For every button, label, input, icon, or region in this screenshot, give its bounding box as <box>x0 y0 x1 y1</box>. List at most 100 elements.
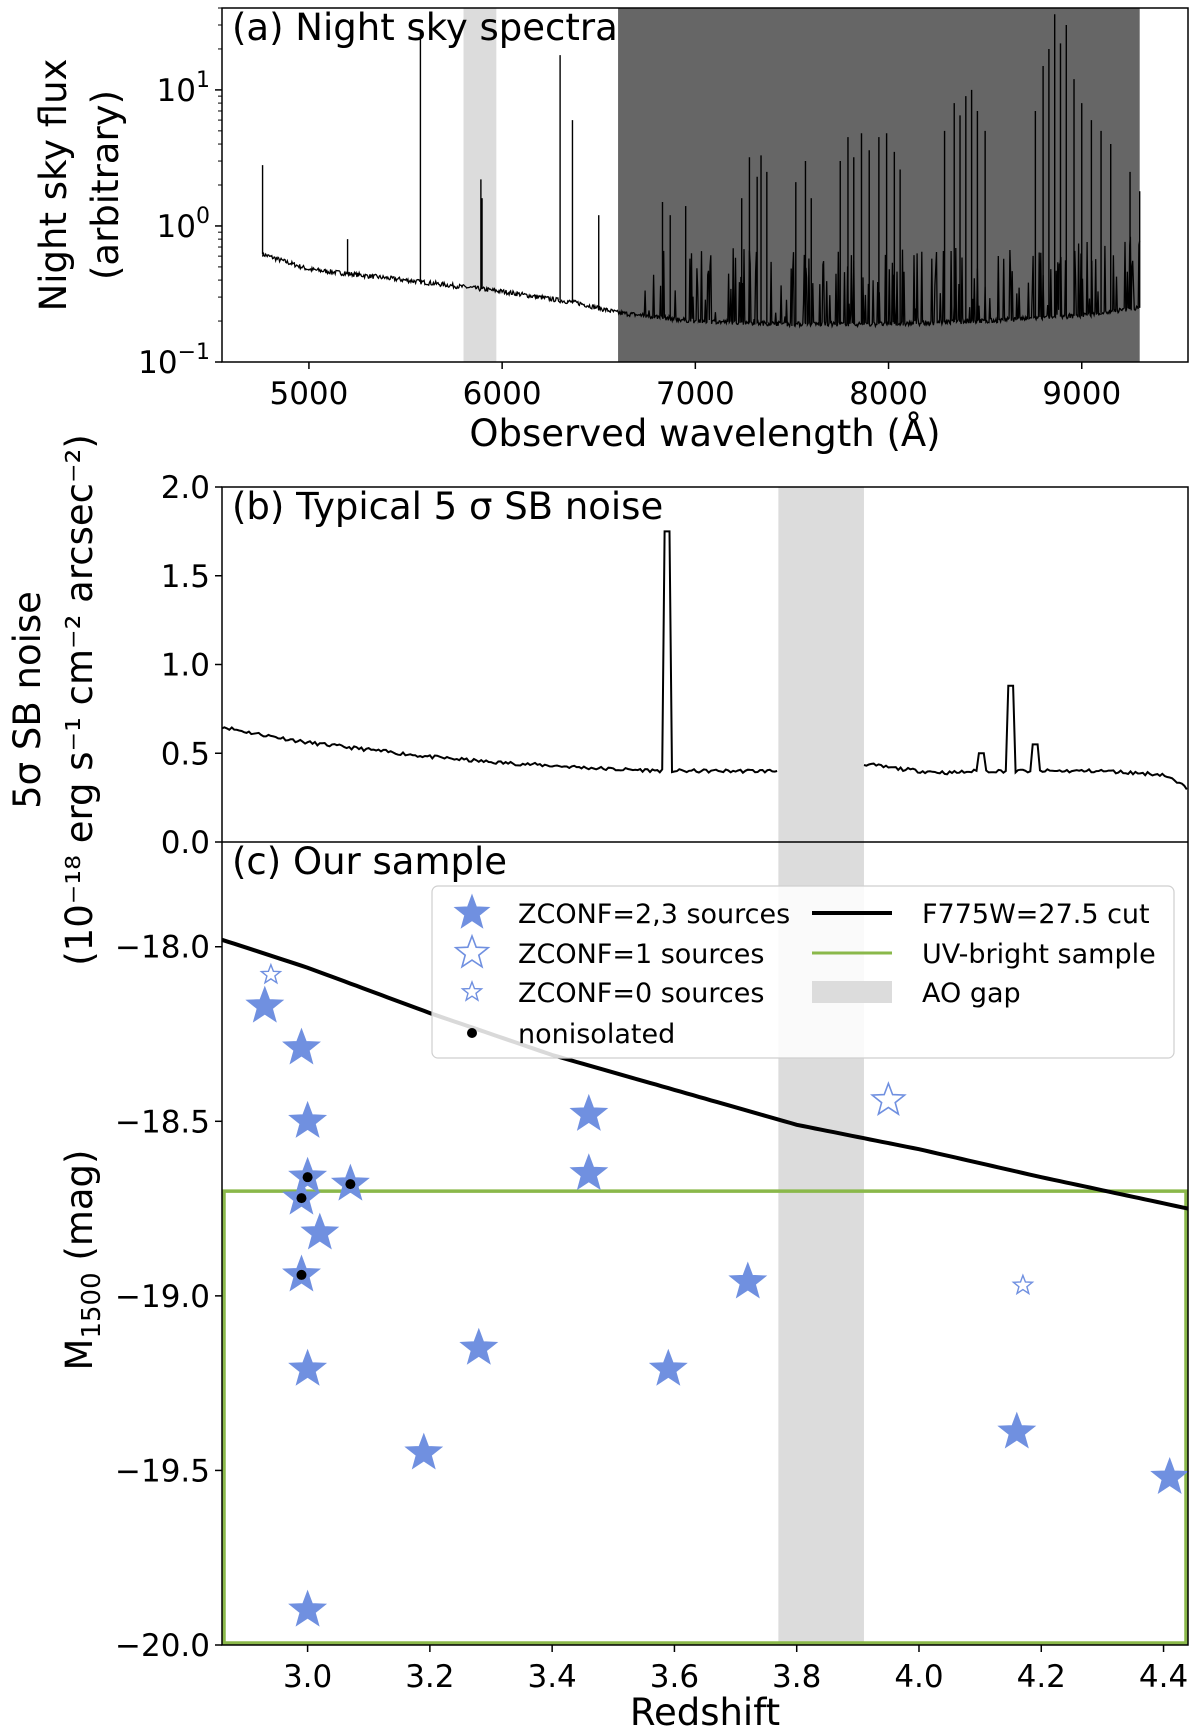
panel-c-x-axis-label: Redshift <box>630 1691 780 1733</box>
panel-a-ytick-label-0: 10−1 <box>138 340 210 381</box>
zconf23-star-12 <box>569 1093 609 1131</box>
zconf23-star-13 <box>569 1153 609 1191</box>
panel-c-xtick-label-6: 4.2 <box>1017 1659 1066 1695</box>
panel-b-ytick-label-4: 2.0 <box>161 470 210 506</box>
zconf23-star-10 <box>404 1432 444 1470</box>
panel-a-ytick-base-1: 10 <box>157 209 196 245</box>
panel-c-y-ticks: −18.0 −18.5 −19.0 −19.5 −20.0 <box>115 930 222 1664</box>
panel-a-x-ticks: 5000 6000 7000 8000 9000 <box>269 362 1121 412</box>
panel-b-y-ticks: 0.0 0.5 1.0 1.5 2.0 <box>161 470 222 861</box>
nonisolated-dot-2 <box>345 1179 356 1190</box>
legend-uv-label: UV-bright sample <box>922 939 1156 970</box>
panel-a-ytick-label-2: 101 <box>157 68 210 109</box>
zconf1-star-0 <box>870 1081 907 1116</box>
panel-a-continuum <box>261 236 1141 329</box>
panel-c-ytick-label-2: −19.0 <box>115 1279 210 1315</box>
panel-a-band-0 <box>463 8 497 362</box>
panel-a-x-axis-label: Observed wavelength (Å) <box>469 411 940 455</box>
panel-c-x-ticks: 3.0 3.2 3.4 3.6 3.8 4.0 4.2 4.4 <box>283 1645 1188 1695</box>
panel-b-ytick-label-2: 1.0 <box>161 648 210 684</box>
panel-b-noise-curve-1 <box>863 684 1188 790</box>
panel-b-ytick-label-1: 0.5 <box>161 736 210 772</box>
panel-a-xtick-label-3: 8000 <box>849 376 928 412</box>
panel-c-xtick-label-7: 4.4 <box>1139 1659 1188 1695</box>
panel-c-y-label-unit: (mag) <box>58 1150 101 1273</box>
nonisolated-dot-0 <box>302 1172 313 1183</box>
nonisolated-dot-3 <box>296 1269 307 1280</box>
panel-c-ytick-label-3: −19.5 <box>115 1453 210 1489</box>
panel-a-ytick-exp-2: 1 <box>196 68 210 93</box>
panel-a-ytick-exp-0: −1 <box>178 340 210 365</box>
zconf23-star-0 <box>245 985 285 1023</box>
panel-a-ytick-base-0: 10 <box>138 345 177 381</box>
legend-zconf23-label: ZCONF=2,3 sources <box>518 899 790 930</box>
panel-bc-frame <box>221 486 1189 1646</box>
panel-c-ytick-label-1: −18.5 <box>115 1104 210 1140</box>
panel-b-noise-curves <box>221 530 1188 790</box>
zconf23-star-17 <box>1150 1456 1190 1494</box>
panel-b-ytick-label-3: 1.5 <box>161 559 210 595</box>
legend-ao-label: AO gap <box>922 978 1021 1009</box>
legend-zconf1-marker <box>453 933 491 969</box>
panel-c-xtick-label-0: 3.0 <box>283 1659 332 1695</box>
legend-nonisolated-label: nonisolated <box>518 1019 675 1050</box>
panel-c-ytick-label-0: −18.0 <box>115 930 210 966</box>
zconf23-star-16 <box>997 1411 1037 1449</box>
panel-a-ytick-exp-1: 0 <box>196 204 210 229</box>
panel-c-y-axis-label: M1500 (mag) <box>58 1150 107 1371</box>
panel-c-xtick-label-5: 4.0 <box>894 1659 943 1695</box>
legend-zconf0-marker <box>460 980 484 1002</box>
panel-c-title: (c) Our sample <box>232 840 507 883</box>
panel-b-noise-curve-0 <box>221 530 778 775</box>
panel-c-xtick-label-3: 3.6 <box>650 1659 699 1695</box>
uv-bright-box <box>222 1189 1188 1645</box>
legend-box <box>431 885 1175 1059</box>
zconf23-star-14 <box>648 1348 688 1386</box>
panel-a-y-axis-label-line2: (arbitrary) <box>84 90 127 280</box>
legend-nonisolated-marker <box>467 1028 477 1038</box>
zconf23-star-2 <box>288 1100 328 1138</box>
zconf0-star-1 <box>1011 1273 1035 1296</box>
panel-c-xtick-label-2: 3.4 <box>527 1659 576 1695</box>
panel-c-xtick-label-1: 3.2 <box>405 1659 454 1695</box>
panel-bc-outline <box>221 486 1189 1646</box>
panel-a-xtick-label-4: 9000 <box>1042 376 1121 412</box>
panel-a-xtick-label-0: 5000 <box>269 376 348 412</box>
zconf23-star-6 <box>300 1212 340 1250</box>
nonisolated-dot-1 <box>296 1193 307 1204</box>
panel-c-sample: 3.0 3.2 3.4 3.6 3.8 4.0 4.2 4.4 −18.0 −18.5 −19.0… <box>58 486 1190 1733</box>
panel-b-ytick-label-0: 0.0 <box>161 825 210 861</box>
panel-a-spectrum <box>261 14 1141 329</box>
panel-a-xtick-label-1: 6000 <box>463 376 542 412</box>
panel-b-title: (b) Typical 5 σ SB noise <box>232 485 663 528</box>
panel-c-uv-bright-box <box>222 1189 1188 1645</box>
panel-a-ytick-label-1: 100 <box>157 204 210 245</box>
zconf23-star-15 <box>728 1261 768 1299</box>
panel-c-ytick-label-4: −20.0 <box>115 1628 210 1664</box>
panel-b-y-axis-label-line2: (10⁻¹⁸ erg s⁻¹ cm⁻² arcsec⁻²) <box>58 434 101 966</box>
panel-c-data-points <box>245 962 1190 1627</box>
legend-zconf23-marker <box>453 893 491 929</box>
panel-a-y-axis-label-line1: Night sky flux <box>32 59 75 312</box>
panel-b-band-0 <box>778 487 864 842</box>
legend-zconf1-label: ZCONF=1 sources <box>518 939 764 970</box>
panel-c-y-label-sub: 1500 <box>77 1272 107 1338</box>
panel-a-xtick-label-2: 7000 <box>656 376 735 412</box>
f775w-cut-curve <box>221 937 1189 1211</box>
panel-a-title: (a) Night sky spectra <box>232 6 618 49</box>
panel-b-shaded-region <box>778 487 864 842</box>
panel-b-sb-noise: 0.0 0.5 1.0 1.5 2.0 (b) Typical 5 σ SB noise… <box>6 434 1188 966</box>
panel-b-y-axis-label-line1: 5σ SB noise <box>6 591 49 809</box>
legend-ao-marker <box>812 981 892 1003</box>
panel-c-xtick-label-4: 3.8 <box>772 1659 821 1695</box>
zconf23-star-11 <box>459 1327 499 1365</box>
panel-a-ytick-base-2: 10 <box>157 73 196 109</box>
zconf23-star-9 <box>288 1589 328 1627</box>
zconf0-star-0 <box>259 962 283 985</box>
zconf23-star-8 <box>288 1348 328 1386</box>
legend-cut-label: F775W=27.5 cut <box>922 899 1150 930</box>
zconf23-star-1 <box>282 1027 321 1065</box>
